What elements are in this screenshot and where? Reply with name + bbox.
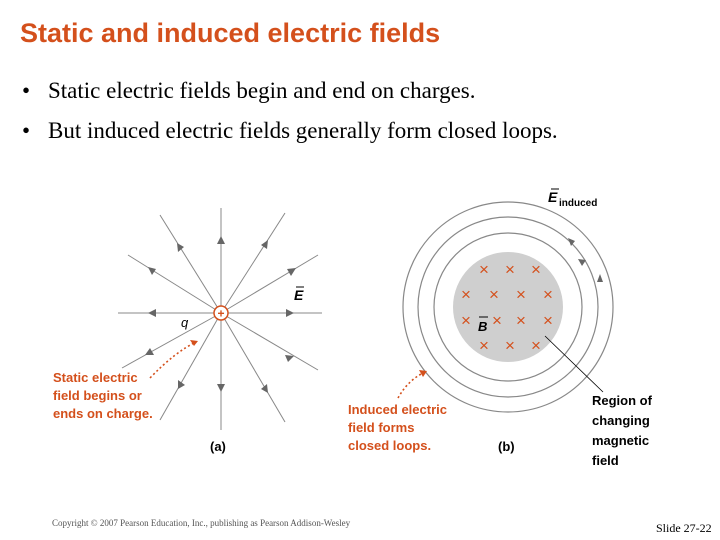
bullet-dot: • [22, 118, 31, 143]
field-arrowheads [145, 236, 296, 393]
cross-icon: × [516, 311, 526, 330]
caption-b-line: closed loops. [348, 438, 431, 453]
region-label-line: Region of [592, 393, 653, 408]
magnetic-field-crosses: × × × × × × × × × × × × × × [461, 260, 553, 355]
copyright-notice: Copyright © 2007 Pearson Education, Inc.… [52, 518, 351, 528]
region-label-line: field [592, 453, 619, 468]
induced-field-label: E [548, 189, 558, 205]
region-label-line: changing [592, 413, 650, 428]
cross-icon: × [461, 285, 471, 304]
slide-number: Slide 27-22 [656, 521, 712, 535]
caption-a-line: Static electric [53, 370, 138, 385]
pointer-arrowhead-icon [419, 370, 427, 377]
cross-icon: × [505, 260, 515, 279]
static-field-label: E [294, 287, 304, 303]
cross-icon: × [461, 311, 471, 330]
cross-icon: × [543, 285, 553, 304]
bullet-item: • Static electric fields begin and end on… [22, 78, 475, 104]
bullet-dot: • [22, 78, 31, 103]
pointer-arrowhead-icon [190, 340, 198, 346]
caption-b: Induced electric field forms closed loop… [348, 402, 447, 453]
bullet-item: • But induced electric fields generally f… [22, 118, 558, 144]
caption-a-line: ends on charge. [53, 406, 153, 421]
magnetic-field-region [453, 252, 563, 362]
panel-b-label: (b) [498, 439, 515, 454]
caption-a-line: field begins or [53, 388, 142, 403]
slide-title: Static and induced electric fields [20, 18, 441, 48]
region-label: Region of changing magnetic field [592, 393, 653, 468]
cross-icon: × [531, 260, 541, 279]
charge-sign: + [217, 307, 224, 321]
caption-a: Static electric field begins or ends on … [53, 370, 153, 421]
region-label-line: magnetic [592, 433, 649, 448]
cross-icon: × [505, 336, 515, 355]
caption-b-line: field forms [348, 420, 414, 435]
cross-icon: × [516, 285, 526, 304]
cross-icon: × [492, 311, 502, 330]
radial-field-lines [118, 208, 322, 430]
cross-icon: × [489, 285, 499, 304]
charge-label: q [181, 315, 189, 330]
positive-charge-icon [213, 305, 229, 321]
induced-subscript: induced [559, 198, 597, 209]
cross-icon: × [479, 336, 489, 355]
cross-icon: × [543, 311, 553, 330]
region-pointer-line [544, 335, 604, 393]
cross-icon: × [531, 336, 541, 355]
caption-pointer-b [397, 371, 426, 399]
caption-b-line: Induced electric [348, 402, 447, 417]
loop-arrowheads [568, 238, 603, 282]
magnetic-field-label: B [478, 319, 487, 334]
induced-field-loops [402, 201, 614, 413]
caption-pointer-a [149, 341, 197, 379]
cross-icon: × [479, 260, 489, 279]
bullet-text: Static electric fields begin and end on … [48, 78, 476, 103]
panel-a-label: (a) [210, 439, 226, 454]
bullet-text: But induced electric fields generally fo… [48, 118, 558, 143]
